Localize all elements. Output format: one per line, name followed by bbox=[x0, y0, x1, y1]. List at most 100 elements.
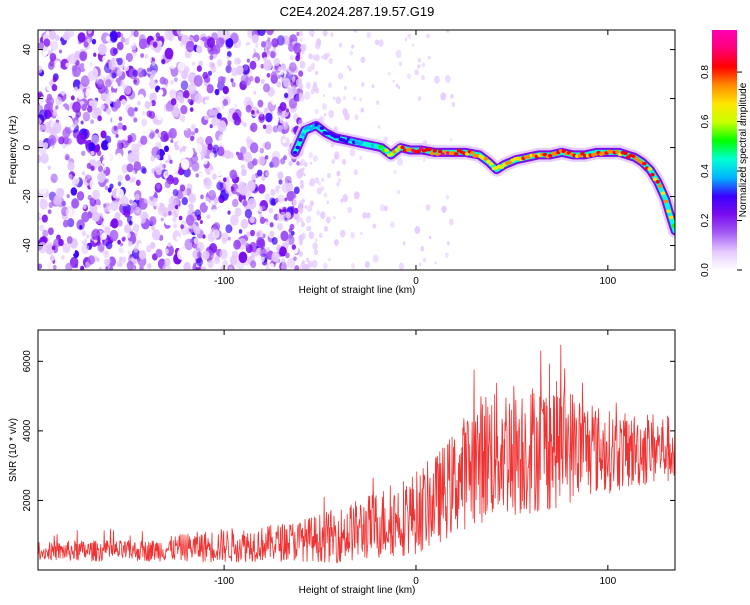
noise-blob bbox=[280, 157, 286, 165]
noise-blob bbox=[299, 179, 304, 186]
noise-blob bbox=[272, 125, 279, 133]
noise-blob bbox=[282, 206, 287, 213]
noise-blob bbox=[211, 116, 219, 126]
noise-blob bbox=[47, 134, 57, 146]
x-tick-label: 100 bbox=[600, 576, 617, 587]
noise-blob bbox=[299, 37, 303, 42]
noise-blob bbox=[209, 108, 215, 117]
noise-blob bbox=[40, 152, 49, 164]
noise-blob bbox=[103, 250, 110, 259]
noise-blob bbox=[38, 109, 48, 121]
noise-blob bbox=[120, 36, 126, 43]
noise-blob bbox=[148, 79, 157, 89]
noise-blob bbox=[97, 43, 107, 56]
noise-blob bbox=[407, 33, 412, 39]
noise-blob bbox=[109, 30, 118, 42]
noise-blob bbox=[142, 125, 151, 136]
noise-blob bbox=[50, 173, 58, 184]
noise-blob bbox=[269, 173, 275, 181]
noise-blob bbox=[259, 216, 266, 225]
spectrogram-x-label: Height of straight line (km) bbox=[299, 285, 416, 296]
noise-blob bbox=[180, 224, 184, 230]
noise-blob bbox=[179, 184, 186, 192]
noise-blob bbox=[304, 91, 311, 100]
noise-blob bbox=[237, 181, 246, 192]
noise-blob bbox=[173, 223, 178, 229]
noise-blob bbox=[261, 175, 266, 181]
noise-blob bbox=[177, 46, 182, 53]
noise-blob bbox=[229, 255, 238, 266]
noise-blob bbox=[202, 144, 208, 151]
noise-blob bbox=[68, 53, 77, 65]
noise-blob bbox=[225, 65, 232, 74]
noise-blob bbox=[406, 73, 411, 80]
noise-blob bbox=[43, 142, 49, 149]
noise-blob bbox=[243, 30, 247, 35]
noise-blob bbox=[190, 123, 196, 131]
noise-blob bbox=[275, 44, 284, 56]
noise-blob bbox=[433, 75, 440, 84]
noise-blob bbox=[52, 111, 56, 116]
noise-blob bbox=[375, 100, 380, 105]
noise-blob bbox=[102, 55, 108, 63]
noise-blob bbox=[146, 185, 155, 197]
noise-blob bbox=[87, 30, 92, 35]
noise-blob bbox=[313, 249, 319, 256]
noise-blob bbox=[123, 77, 130, 86]
noise-blob bbox=[300, 85, 303, 89]
noise-blob bbox=[238, 251, 248, 264]
noise-blob bbox=[107, 142, 112, 149]
noise-blob bbox=[71, 178, 79, 188]
noise-blob bbox=[444, 74, 451, 84]
noise-blob bbox=[69, 30, 75, 37]
noise-blob bbox=[176, 235, 181, 241]
noise-blob bbox=[212, 229, 220, 239]
noise-blob bbox=[203, 178, 213, 190]
noise-blob bbox=[231, 81, 236, 88]
noise-blob bbox=[49, 59, 55, 67]
colorbar-tick-label: 0.6 bbox=[700, 114, 711, 128]
noise-blob bbox=[65, 262, 73, 270]
noise-blob bbox=[199, 220, 203, 224]
noise-blob bbox=[121, 98, 127, 105]
noise-blob bbox=[112, 47, 119, 55]
noise-blob bbox=[128, 220, 133, 226]
noise-blob bbox=[51, 245, 56, 251]
figure-title: C2E4.2024.287.19.57.G19 bbox=[280, 4, 435, 19]
noise-blob bbox=[253, 90, 257, 95]
noise-blob bbox=[152, 41, 158, 48]
noise-blob bbox=[309, 200, 315, 207]
noise-blob bbox=[181, 196, 188, 206]
noise-blob bbox=[313, 155, 318, 162]
spectrogram-frame bbox=[37, 29, 676, 271]
noise-blob bbox=[310, 62, 316, 69]
noise-blob bbox=[52, 264, 57, 270]
noise-blob bbox=[308, 231, 315, 240]
ridge-point bbox=[488, 162, 494, 166]
noise-blob bbox=[39, 224, 45, 232]
noise-blob bbox=[105, 178, 109, 183]
noise-blob bbox=[117, 181, 122, 187]
noise-blob bbox=[440, 92, 447, 101]
ridge-point bbox=[432, 148, 437, 153]
noise-blob bbox=[207, 143, 213, 151]
noise-blob bbox=[328, 109, 335, 118]
noise-blob bbox=[305, 225, 310, 232]
noise-blob bbox=[118, 116, 123, 121]
noise-blob bbox=[91, 211, 100, 222]
noise-blob bbox=[304, 205, 307, 209]
noise-blob bbox=[267, 190, 271, 195]
noise-blob bbox=[333, 239, 339, 246]
noise-blob bbox=[234, 162, 240, 169]
noise-blob bbox=[264, 193, 271, 202]
spectrogram-y-label: Frequency (Hz) bbox=[8, 116, 19, 185]
noise-blob bbox=[80, 120, 84, 125]
noise-blob bbox=[122, 30, 132, 38]
noise-blob bbox=[284, 241, 289, 248]
noise-blob bbox=[191, 61, 196, 66]
noise-blob bbox=[247, 197, 257, 210]
noise-blob bbox=[307, 204, 313, 212]
noise-blob bbox=[216, 59, 223, 67]
ridge-point bbox=[580, 151, 585, 156]
noise-blob bbox=[53, 194, 62, 206]
